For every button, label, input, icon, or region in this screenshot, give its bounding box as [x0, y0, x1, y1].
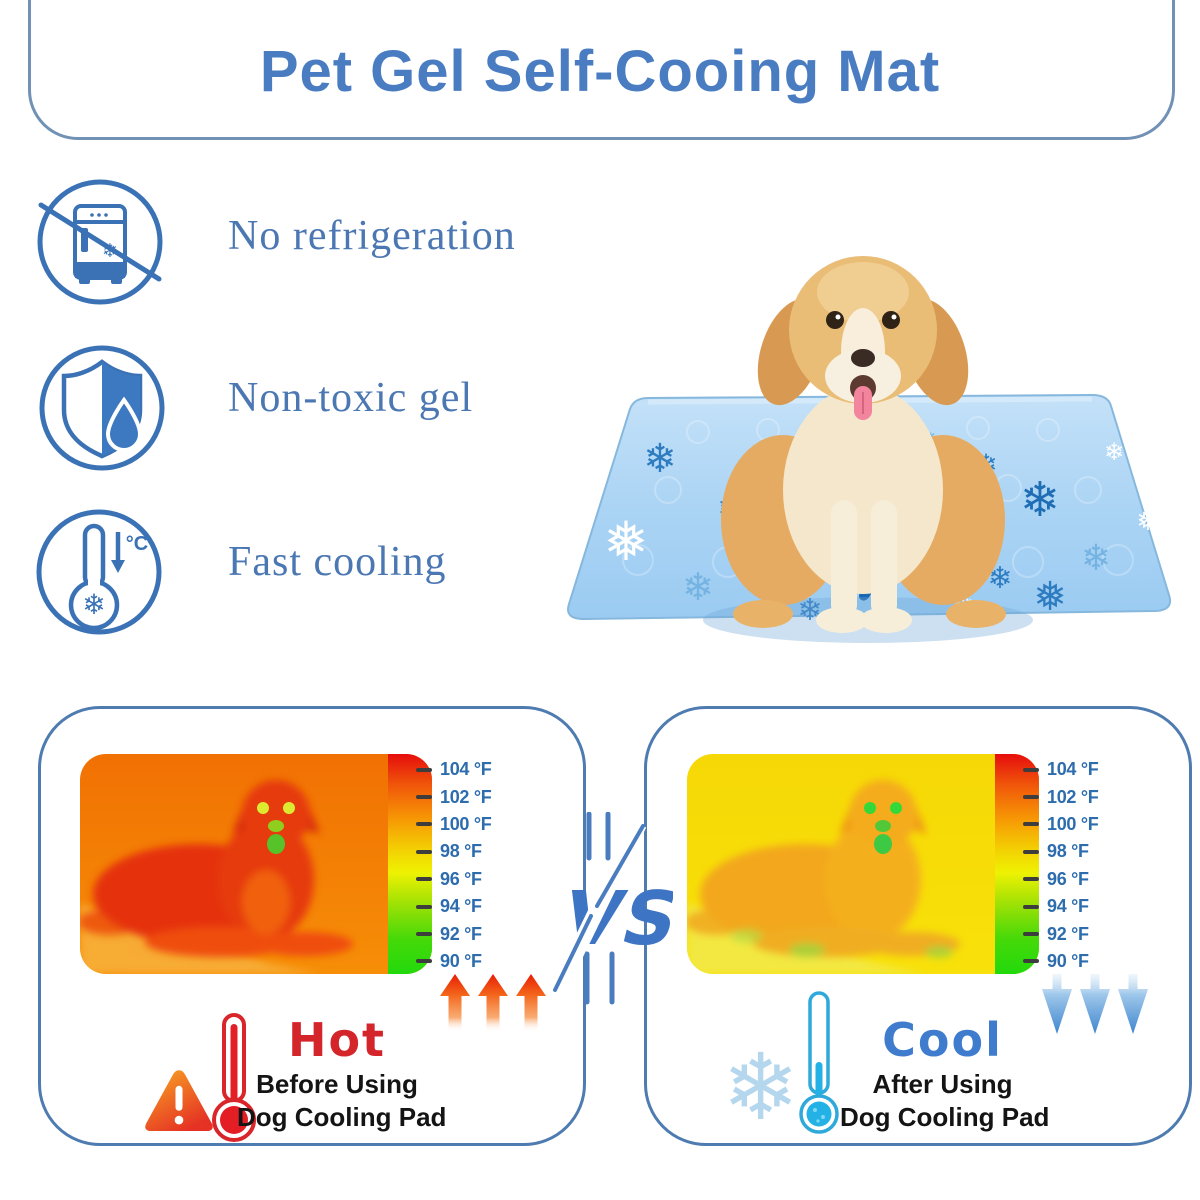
snowflake-icon: ❄	[82, 588, 105, 621]
temp-label: 104 °F	[1047, 759, 1099, 780]
tick-mark	[416, 822, 432, 827]
svg-text:❅: ❅	[1136, 504, 1159, 537]
temp-label: 90 °F	[1047, 950, 1089, 971]
puppy-nose	[851, 349, 875, 367]
cool-subtitle-1: After Using	[872, 1069, 1013, 1099]
slash-icon	[38, 202, 162, 282]
puppy-eye	[826, 311, 844, 329]
feature-label-fast-cooling: Fast cooling	[228, 539, 447, 585]
cool-thermometer-icon	[799, 991, 839, 1134]
puppy-eye	[882, 311, 900, 329]
temperature-gradient-bar	[995, 754, 1039, 974]
temp-label: 96 °F	[440, 868, 482, 889]
temperature-scale-before: 104 °F 102 °F 100 °F 98 °F 96 °F 94 °F 9…	[416, 756, 546, 975]
hot-title: Hot	[287, 1013, 387, 1067]
vs-badge: VS	[549, 812, 673, 1005]
hot-subtitle-1: Before Using	[256, 1069, 418, 1099]
svg-text:❄: ❄	[682, 565, 714, 609]
cool-down-arrows-icon	[1042, 974, 1148, 1034]
temp-label: 94 °F	[440, 896, 482, 917]
thermal-dog	[687, 780, 960, 958]
temp-label: 98 °F	[440, 841, 482, 862]
warning-icon	[145, 1070, 213, 1131]
temp-label: 104 °F	[440, 759, 492, 780]
feature-label-no-refrigeration: No refrigeration	[228, 213, 516, 259]
temp-label: 92 °F	[1047, 923, 1089, 944]
product-photo: ❄ ❅ ❄ ❄ ✼ ❄ ❄ ❄ ❄ ❄ ❅ ❄ ❄ ❅ ❄ ❄ ❄	[567, 256, 1172, 643]
cool-title: Cool	[882, 1013, 1003, 1067]
tick-mark	[1023, 822, 1039, 827]
lightning-bolt-icon	[595, 824, 645, 908]
cool-subtitle-2: Dog Cooling Pad	[840, 1102, 1050, 1132]
tick-mark	[416, 849, 432, 854]
svg-text:❅: ❅	[603, 510, 648, 573]
non-toxic-gel-icon	[39, 345, 165, 471]
hot-thermometer-icon	[212, 1013, 256, 1142]
tick-mark	[1023, 932, 1039, 937]
svg-text:❄: ❄	[1081, 538, 1111, 579]
temperature-scale-after: 104 °F 102 °F 100 °F 98 °F 96 °F 94 °F 9…	[1023, 756, 1153, 975]
hot-cluster: Hot Before Using Dog Cooling Pad	[237, 1012, 447, 1134]
temperature-gradient-bar	[388, 754, 432, 974]
tick-mark	[416, 795, 432, 800]
temp-label: 94 °F	[1047, 896, 1089, 917]
temp-label: 98 °F	[1047, 841, 1089, 862]
droplet-icon	[105, 396, 143, 452]
tick-mark	[1023, 877, 1039, 882]
tick-mark	[416, 904, 432, 909]
hot-subtitle-2: Dog Cooling Pad	[237, 1102, 447, 1132]
svg-text:❄: ❄	[1020, 472, 1060, 528]
temp-label: 100 °F	[440, 813, 492, 834]
thermal-image-before	[80, 754, 432, 974]
cool-cluster: Cool After Using Dog Cooling Pad	[840, 1012, 1050, 1134]
tick-mark	[416, 932, 432, 937]
no-refrigeration-icon: ❄	[37, 179, 163, 305]
heat-up-arrows-icon	[440, 974, 546, 1032]
temp-label: 92 °F	[440, 923, 482, 944]
temp-label: 90 °F	[440, 950, 482, 971]
temp-label: 100 °F	[1047, 813, 1099, 834]
fast-cooling-icon: ❄ °C	[36, 509, 162, 635]
puppy	[703, 256, 1033, 643]
temp-label: 102 °F	[440, 786, 492, 807]
tick-mark	[1023, 904, 1039, 909]
celsius-label: °C	[126, 533, 148, 555]
svg-text:❄: ❄	[643, 436, 677, 482]
tick-mark	[416, 877, 432, 882]
svg-text:❅: ❅	[1033, 574, 1067, 620]
feature-label-non-toxic-gel: Non-toxic gel	[228, 375, 474, 421]
tick-mark	[1023, 795, 1039, 800]
header-banner	[28, 0, 1175, 140]
lightning-gap	[549, 820, 647, 996]
svg-text:❄: ❄	[1104, 438, 1124, 466]
thermal-dog	[80, 780, 353, 957]
snowflake-icon: ❄	[722, 1034, 800, 1141]
temp-label: 102 °F	[1047, 786, 1099, 807]
thermal-image-after	[687, 754, 1039, 974]
temp-label: 96 °F	[1047, 868, 1089, 889]
tick-mark	[1023, 959, 1039, 964]
tick-mark	[1023, 767, 1039, 772]
page-title: Pet Gel Self-Cooing Mat	[259, 39, 941, 104]
tick-mark	[416, 767, 432, 772]
tick-mark	[1023, 849, 1039, 854]
tick-mark	[416, 959, 432, 964]
